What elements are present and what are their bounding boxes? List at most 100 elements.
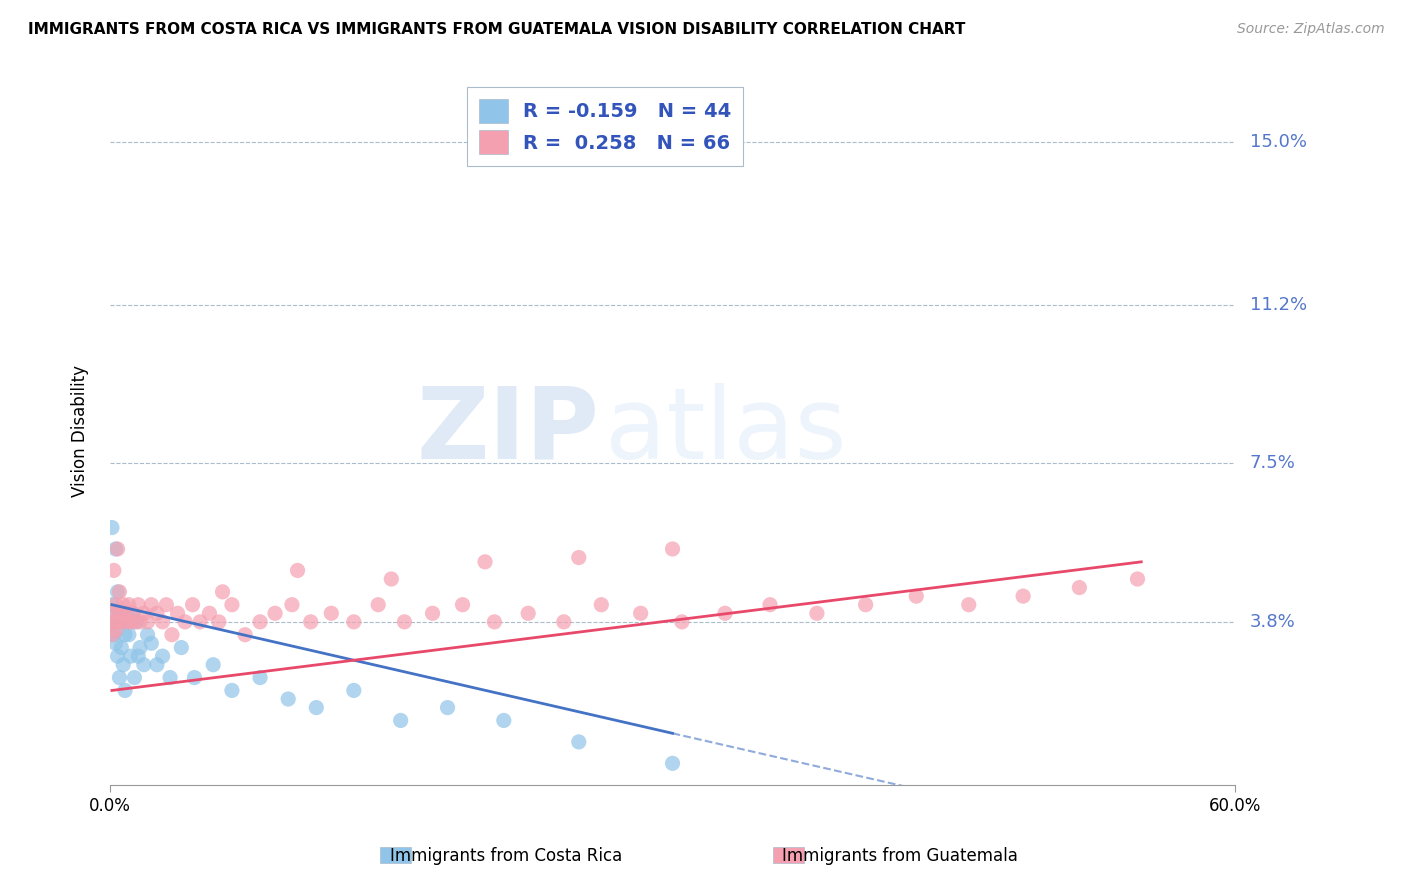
Point [714, 607, 737, 621]
Point [112, 598, 135, 612]
Point [104, 598, 127, 612]
Point [305, 700, 328, 714]
Point [661, 541, 683, 556]
Point [121, 607, 143, 621]
Point [181, 598, 204, 612]
Point [855, 598, 877, 612]
Point [108, 607, 131, 621]
Point [367, 598, 389, 612]
Text: Immigrants from Guatemala: Immigrants from Guatemala [782, 847, 1018, 865]
Point [115, 607, 138, 621]
Text: 3.8%: 3.8% [1250, 613, 1296, 631]
Point [114, 683, 136, 698]
Point [198, 607, 221, 621]
Point [287, 563, 309, 577]
Point [108, 615, 131, 629]
Point [110, 615, 132, 629]
Point [277, 692, 299, 706]
Point [630, 607, 652, 621]
Y-axis label: Vision Disability: Vision Disability [72, 365, 89, 497]
Point [120, 649, 142, 664]
Point [343, 683, 366, 698]
Point [124, 671, 146, 685]
Point [141, 598, 163, 612]
Point [394, 615, 416, 629]
Point [233, 628, 256, 642]
Point [104, 541, 127, 556]
Text: atlas: atlas [605, 383, 846, 480]
Point [1126, 572, 1149, 586]
Point [132, 607, 155, 621]
Point [104, 624, 127, 638]
Point [264, 607, 287, 621]
Point [125, 615, 148, 629]
Point [759, 598, 782, 612]
Point [108, 585, 131, 599]
Point [380, 572, 402, 586]
Point [146, 607, 169, 621]
Point [112, 657, 135, 672]
Point [1069, 581, 1091, 595]
Point [120, 615, 142, 629]
Point [211, 585, 233, 599]
Point [127, 598, 149, 612]
Point [101, 607, 124, 621]
Point [170, 640, 193, 655]
Point [103, 615, 125, 629]
Point [112, 615, 135, 629]
Point [671, 615, 693, 629]
Point [101, 598, 124, 612]
Point [107, 649, 129, 664]
Point [492, 714, 515, 728]
Text: 15.0%: 15.0% [1250, 133, 1308, 151]
Point [221, 598, 243, 612]
Point [174, 615, 197, 629]
Point [103, 628, 125, 642]
Point [129, 615, 152, 629]
Point [474, 555, 496, 569]
Point [343, 615, 366, 629]
Point [159, 671, 181, 685]
Point [104, 636, 127, 650]
Point [107, 585, 129, 599]
Point [136, 628, 159, 642]
Text: IMMIGRANTS FROM COSTA RICA VS IMMIGRANTS FROM GUATEMALA VISION DISABILITY CORREL: IMMIGRANTS FROM COSTA RICA VS IMMIGRANTS… [28, 22, 966, 37]
Point [568, 735, 591, 749]
Point [110, 607, 132, 621]
Point [101, 520, 124, 534]
Text: 7.5%: 7.5% [1250, 454, 1296, 472]
Text: ZIP: ZIP [416, 383, 599, 480]
Point [568, 550, 591, 565]
Point [152, 615, 174, 629]
Point [249, 615, 271, 629]
Point [103, 563, 125, 577]
Point [249, 671, 271, 685]
Point [905, 589, 928, 603]
Point [389, 714, 412, 728]
Point [188, 615, 211, 629]
Point [101, 628, 124, 642]
Point [107, 615, 129, 629]
Point [152, 649, 174, 664]
Point [127, 649, 149, 664]
Point [118, 628, 141, 642]
Point [155, 598, 177, 612]
Point [1012, 589, 1035, 603]
Point [124, 615, 146, 629]
Point [103, 607, 125, 621]
Point [114, 607, 136, 621]
Text: 11.2%: 11.2% [1250, 295, 1308, 314]
Point [806, 607, 828, 621]
Point [436, 700, 458, 714]
Point [202, 657, 225, 672]
Point [281, 598, 304, 612]
Point [183, 671, 205, 685]
Point [108, 671, 131, 685]
Point [166, 607, 188, 621]
Legend: R = -0.159   N = 44, R =  0.258   N = 66: R = -0.159 N = 44, R = 0.258 N = 66 [467, 87, 744, 166]
Text: Source: ZipAtlas.com: Source: ZipAtlas.com [1237, 22, 1385, 37]
Point [208, 615, 231, 629]
Point [110, 640, 132, 655]
Point [146, 657, 169, 672]
Point [132, 657, 155, 672]
